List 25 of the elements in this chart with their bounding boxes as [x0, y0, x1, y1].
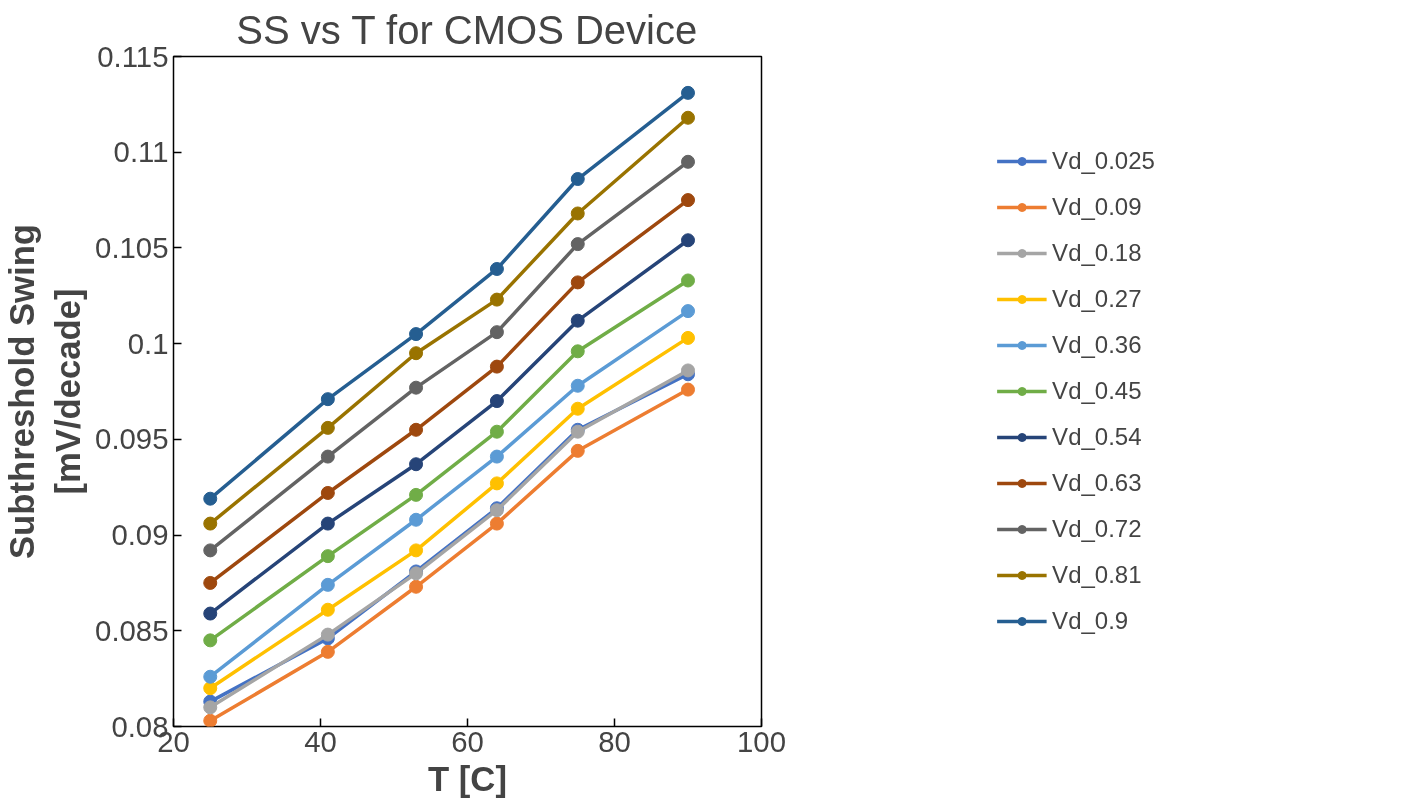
legend-label: Vd_0.025: [1052, 147, 1155, 175]
x-tick-label: 80: [598, 724, 631, 758]
y-axis-title: Subthreshold Swing [mV/decade]: [3, 223, 88, 559]
y-tick-label: 0.105: [95, 230, 169, 264]
x-axis-title: T [C]: [428, 759, 507, 798]
x-tick-label: 40: [304, 724, 337, 758]
legend-label: Vd_0.09: [1052, 193, 1142, 221]
legend-label: Vd_0.45: [1052, 377, 1142, 405]
y-tick-label: 0.09: [111, 518, 169, 552]
chart-title: SS vs T for CMOS Device: [236, 7, 698, 52]
x-tick-label: 100: [737, 724, 786, 758]
y-tick-label: 0.11: [113, 135, 169, 169]
legend-label: Vd_0.27: [1052, 285, 1142, 313]
legend-label: Vd_0.18: [1052, 239, 1142, 267]
legend-label: Vd_0.72: [1052, 515, 1142, 543]
y-tick-label: 0.095: [95, 422, 169, 456]
legend-label: Vd_0.54: [1052, 423, 1142, 451]
y-tick-label: 0.085: [95, 613, 169, 647]
y-tick-label: 0.1: [127, 326, 169, 360]
y-tick-label: 0.115: [97, 39, 169, 73]
legend-label: Vd_0.63: [1052, 469, 1142, 497]
legend-label: Vd_0.81: [1052, 561, 1142, 589]
x-tick-label: 60: [451, 724, 484, 758]
legend-label: Vd_0.9: [1052, 607, 1129, 635]
legend-label: Vd_0.36: [1052, 331, 1142, 359]
